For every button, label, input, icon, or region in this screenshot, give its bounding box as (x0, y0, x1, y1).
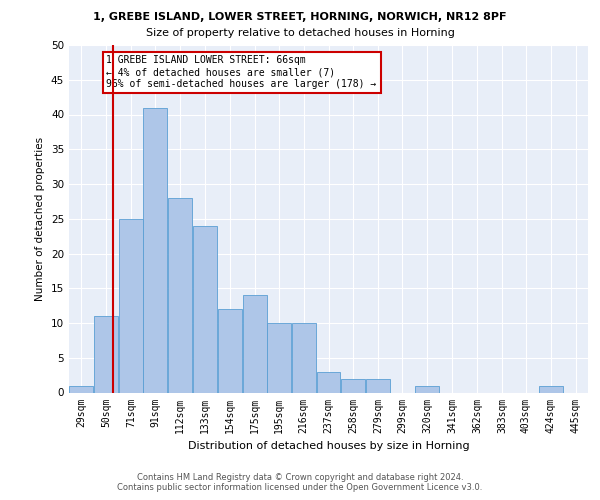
Bar (70, 386, 94, 392)
Bar (243, 295, 267, 392)
Text: 1 GREBE ISLAND LOWER STREET: 66sqm
← 4% of detached houses are smaller (7)
96% o: 1 GREBE ISLAND LOWER STREET: 66sqm ← 4% … (106, 56, 377, 88)
Bar (415, 386, 439, 392)
Y-axis label: Number of detached properties: Number of detached properties (35, 136, 46, 301)
Bar (94, 316, 118, 392)
Bar (193, 226, 217, 392)
Text: 1, GREBE ISLAND, LOWER STREET, HORNING, NORWICH, NR12 8PF: 1, GREBE ISLAND, LOWER STREET, HORNING, … (93, 12, 507, 22)
Bar (317, 372, 340, 392)
Bar (292, 323, 316, 392)
Bar (266, 323, 290, 392)
Bar (143, 108, 167, 393)
Bar (218, 309, 242, 392)
X-axis label: Distribution of detached houses by size in Horning: Distribution of detached houses by size … (188, 441, 469, 451)
Bar (367, 378, 391, 392)
Text: Contains HM Land Registry data © Crown copyright and database right 2024.
Contai: Contains HM Land Registry data © Crown c… (118, 473, 482, 492)
Bar (119, 219, 143, 392)
Bar (341, 378, 365, 392)
Text: Size of property relative to detached houses in Horning: Size of property relative to detached ho… (146, 28, 454, 38)
Bar (168, 198, 192, 392)
Bar (539, 386, 563, 392)
